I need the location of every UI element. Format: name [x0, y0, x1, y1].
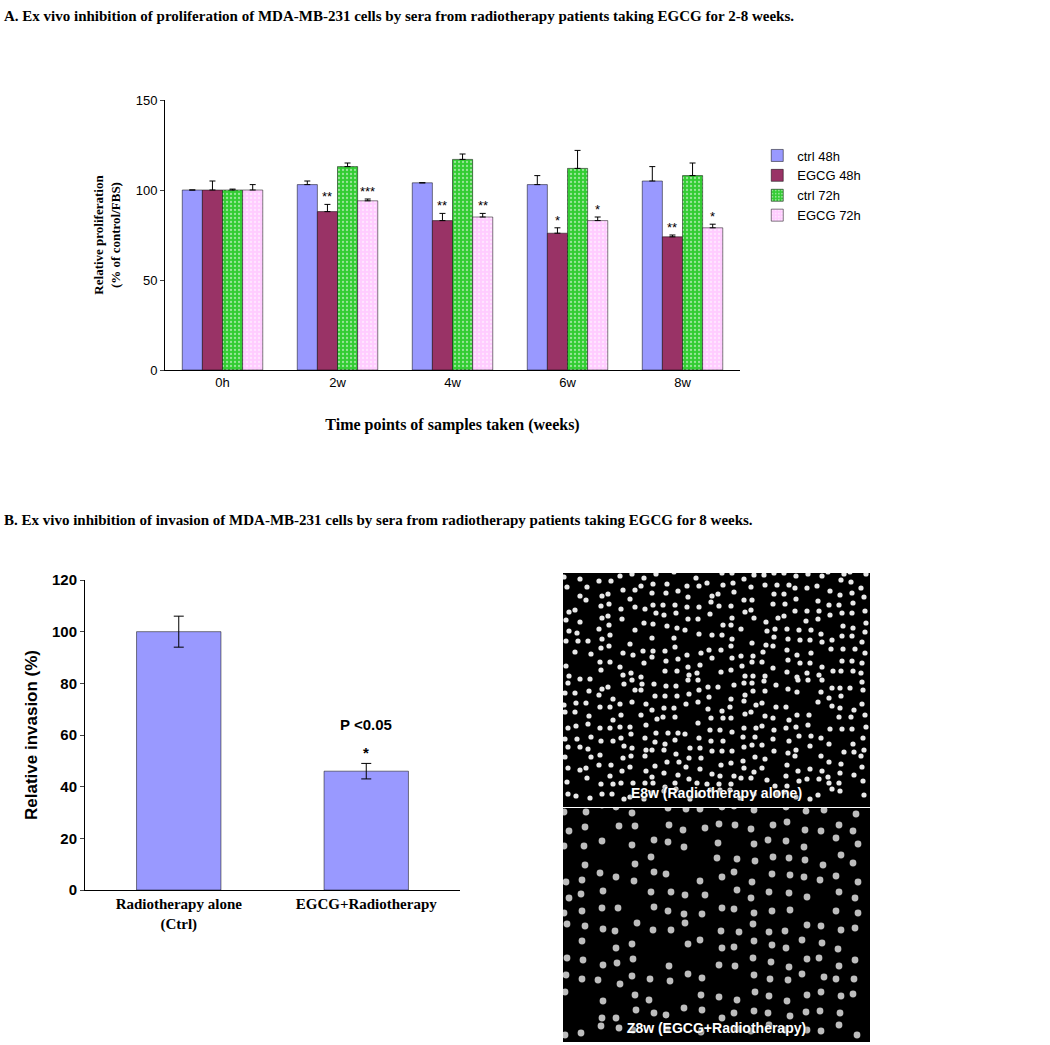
- svg-text:100: 100: [52, 623, 77, 640]
- svg-text:50: 50: [143, 273, 157, 288]
- svg-text:*: *: [710, 209, 715, 224]
- svg-text:**: **: [667, 220, 677, 235]
- svg-text:6w: 6w: [559, 375, 576, 390]
- svg-text:Relative proliferation(% of co: Relative proliferation(% of control/FBS): [91, 175, 123, 295]
- svg-text:ctrl 48h: ctrl 48h: [797, 149, 840, 164]
- svg-text:4w: 4w: [444, 375, 461, 390]
- svg-text:100: 100: [136, 183, 158, 198]
- svg-text:*: *: [555, 213, 560, 228]
- svg-text:***: ***: [360, 184, 375, 199]
- svg-text:120: 120: [52, 571, 77, 588]
- svg-text:2w: 2w: [329, 375, 346, 390]
- svg-text:0: 0: [150, 363, 157, 378]
- html-text:B. Ex vivo inhibition of invas: B. Ex vivo inhibition of invasion of MDA…: [4, 512, 753, 528]
- html-text:Z8w (EGCG+Radiotherapy): Z8w (EGCG+Radiotherapy): [626, 1020, 807, 1036]
- svg-text:80: 80: [60, 675, 77, 692]
- svg-text:0: 0: [69, 881, 77, 898]
- svg-text:ctrl 72h: ctrl 72h: [797, 188, 840, 203]
- svg-text:EGCG 72h: EGCG 72h: [797, 208, 861, 223]
- svg-text:60: 60: [60, 726, 77, 743]
- svg-text:150: 150: [136, 93, 158, 108]
- svg-text:Time points of samples taken (: Time points of samples taken (weeks): [325, 416, 579, 434]
- svg-text:EGCG+Radiotherapy: EGCG+Radiotherapy: [296, 896, 438, 912]
- svg-text:40: 40: [60, 778, 77, 795]
- svg-text:8w: 8w: [674, 375, 691, 390]
- svg-text:**: **: [437, 198, 447, 213]
- svg-text:0h: 0h: [215, 375, 229, 390]
- svg-text:**: **: [322, 189, 332, 204]
- svg-text:*: *: [595, 202, 600, 217]
- html-text:A. Ex vivo inhibition of proli: A. Ex vivo inhibition of proliferation o…: [4, 8, 794, 24]
- svg-text:Relative invasion (%): Relative invasion (%): [22, 650, 41, 820]
- svg-text:20: 20: [60, 830, 77, 847]
- svg-text:Radiotherapy alone(Ctrl): Radiotherapy alone(Ctrl): [116, 896, 243, 933]
- svg-text:P <0.05: P <0.05: [340, 716, 392, 733]
- svg-text:EGCG 48h: EGCG 48h: [797, 168, 861, 183]
- svg-text:**: **: [478, 198, 488, 213]
- svg-text:*: *: [363, 744, 369, 761]
- html-text:E8w (Radiotherapy alone): E8w (Radiotherapy alone): [630, 785, 803, 801]
